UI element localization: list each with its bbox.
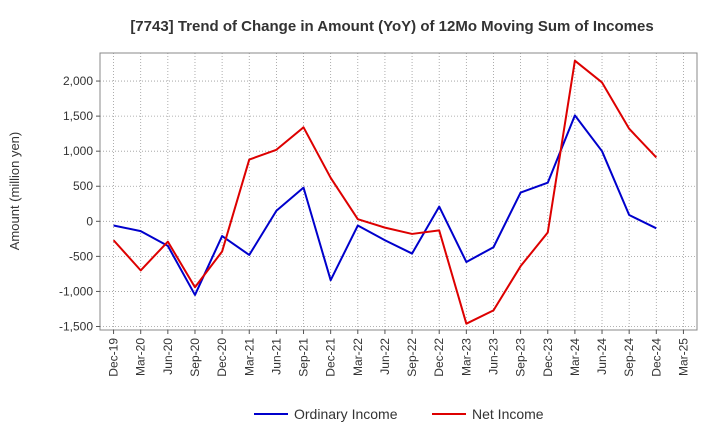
x-tick-label: Jun-24 [595, 338, 609, 375]
chart-title: [7743] Trend of Change in Amount (YoY) o… [130, 18, 653, 35]
x-tick-label: Dec-23 [541, 338, 555, 377]
x-tick-label: Jun-23 [486, 338, 500, 375]
series-line-ordinary-income [113, 114, 657, 296]
y-tick-label: 1,000 [63, 144, 93, 158]
x-tick-label: Sep-22 [405, 338, 419, 377]
x-tick-label: Dec-20 [215, 338, 229, 377]
y-axis-label: Amount (million yen) [7, 132, 22, 251]
x-tick-label: Mar-23 [459, 338, 473, 376]
x-tick-label: Sep-21 [297, 338, 311, 377]
plot-area-border [99, 52, 698, 331]
x-tick-label: Jun-20 [161, 338, 175, 375]
y-tick-label: -500 [69, 249, 93, 263]
y-tick-label: 1,500 [63, 109, 93, 123]
y-tick-label: -1,500 [59, 319, 93, 333]
x-tick-label: Sep-20 [188, 338, 202, 377]
x-axis: Dec-19 Mar-20 Jun-20 Sep-20 Dec-20 Mar-21 Jun-… [107, 330, 690, 377]
x-tick-label: Mar-24 [568, 338, 582, 376]
series-line-net-income [112, 59, 658, 325]
legend: Ordinary Income Net Income [254, 406, 544, 422]
y-axis: -1,500 -1,000 -500 0 500 1,000 1,500 2,000 [59, 74, 100, 333]
grid [100, 53, 697, 330]
x-tick-label: Mar-20 [134, 338, 148, 376]
y-tick-label: 2,000 [63, 74, 93, 88]
x-tick-label: Dec-19 [107, 338, 121, 377]
x-tick-label: Jun-21 [269, 338, 283, 375]
y-tick-label: 500 [73, 179, 93, 193]
x-tick-label: Sep-24 [622, 338, 636, 377]
y-tick-label: -1,000 [59, 284, 93, 298]
x-tick-label: Dec-21 [324, 338, 338, 377]
legend-label: Ordinary Income [294, 406, 398, 422]
x-tick-label: Sep-23 [514, 338, 528, 377]
x-tick-label: Mar-21 [242, 338, 256, 376]
x-tick-label: Dec-24 [649, 338, 663, 377]
x-tick-label: Mar-22 [351, 338, 365, 376]
y-tick-label: 0 [86, 214, 93, 228]
x-tick-label: Mar-25 [676, 338, 690, 376]
series-lines [112, 59, 658, 325]
x-tick-label: Jun-22 [378, 338, 392, 375]
x-tick-label: Dec-22 [432, 338, 446, 377]
legend-label: Net Income [472, 406, 544, 422]
